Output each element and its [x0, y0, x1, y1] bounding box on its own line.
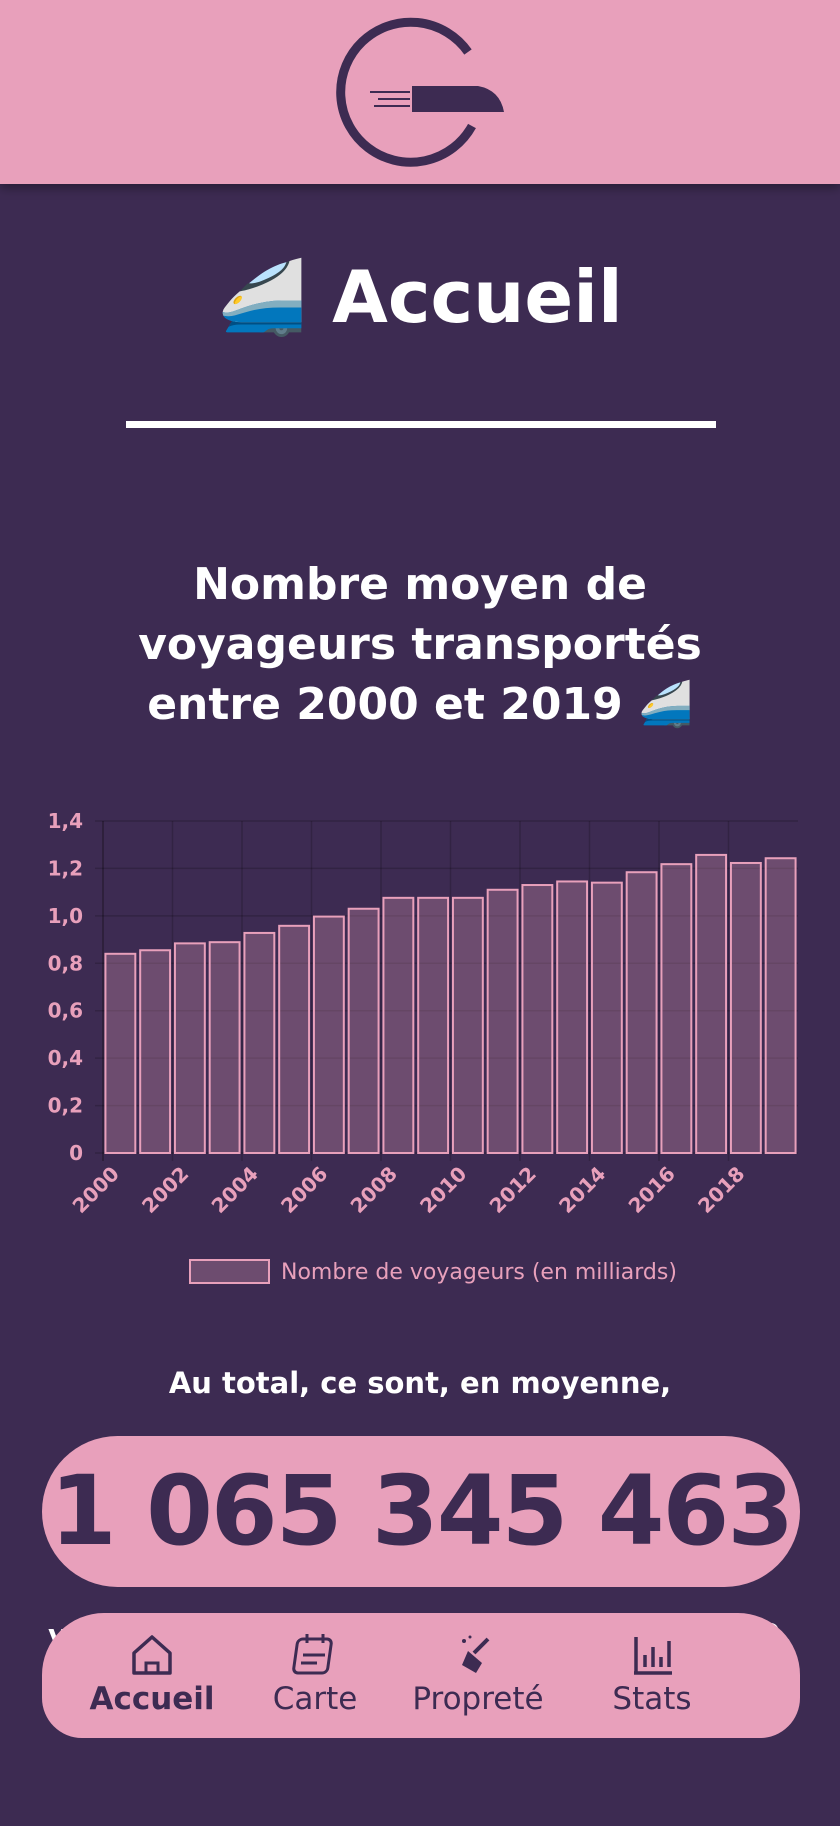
- bar: [208, 941, 241, 1154]
- nav-item[interactable]: Carte: [235, 1631, 395, 1717]
- bar: [729, 861, 762, 1155]
- x-tick-label: 2010: [415, 1162, 471, 1218]
- home-icon: [132, 1635, 172, 1675]
- bar: [556, 880, 589, 1154]
- bar: [417, 896, 450, 1154]
- x-tick-label: 2012: [485, 1162, 541, 1218]
- bar: [312, 915, 345, 1154]
- y-tick-label: 1,0: [48, 904, 83, 928]
- broom-icon: [462, 1635, 490, 1673]
- bar: [486, 888, 519, 1155]
- bar: [173, 942, 206, 1154]
- legend-label: Nombre de voyageurs (en milliards): [281, 1260, 677, 1285]
- total-pill: 1 065 345 463: [42, 1436, 800, 1587]
- logo: [336, 17, 504, 167]
- y-tick-label: 0,8: [48, 951, 83, 975]
- bar: [660, 863, 693, 1154]
- lead-text: Au total, ce sont, en moyenne,: [168, 1366, 672, 1400]
- y-tick-label: 0: [69, 1141, 83, 1165]
- bar: [590, 881, 623, 1155]
- x-tick-label: 2002: [137, 1162, 193, 1218]
- nav-label: Carte: [272, 1681, 358, 1717]
- x-tick-label: 2000: [68, 1162, 124, 1218]
- stats-icon: [634, 1637, 672, 1675]
- page-title: 🚄 Accueil: [217, 255, 623, 339]
- nav-label: Accueil: [89, 1681, 215, 1717]
- bar: [764, 857, 797, 1155]
- bar: [451, 896, 484, 1154]
- y-tick-label: 1,4: [48, 809, 83, 833]
- y-tick-label: 0,2: [48, 1094, 83, 1118]
- y-tick-label: 0,4: [48, 1046, 83, 1070]
- header: [0, 0, 840, 184]
- bottom-nav: Accueil Carte Propreté Stats: [42, 1613, 800, 1738]
- x-tick-label: 2006: [276, 1162, 332, 1218]
- nav-item[interactable]: Propreté: [398, 1631, 558, 1717]
- bar: [382, 896, 415, 1154]
- divider: [126, 421, 716, 428]
- y-tick-label: 0,6: [48, 999, 83, 1023]
- x-tick-label: 2016: [624, 1162, 680, 1218]
- bar: [347, 907, 380, 1154]
- nav-label: Propreté: [412, 1681, 544, 1717]
- x-tick-label: 2018: [693, 1162, 749, 1218]
- bar: [139, 949, 172, 1154]
- y-tick-label: 1,2: [48, 856, 83, 880]
- x-tick-label: 2014: [554, 1162, 610, 1218]
- nav-item[interactable]: Stats: [572, 1631, 732, 1717]
- bar: [521, 884, 554, 1155]
- bar: [243, 931, 276, 1154]
- x-tick-label: 2008: [346, 1162, 402, 1218]
- bar: [104, 952, 137, 1154]
- legend-swatch: [189, 1259, 270, 1284]
- nav-label: Stats: [612, 1681, 692, 1717]
- nav-item[interactable]: Accueil: [72, 1631, 232, 1717]
- bar: [695, 853, 728, 1154]
- calendar-icon: [292, 1634, 333, 1675]
- chart-title: Nombre moyen de voyageurs transportés en…: [138, 559, 702, 730]
- x-tick-label: 2004: [207, 1162, 263, 1218]
- bar: [625, 871, 658, 1154]
- bar: [278, 924, 311, 1154]
